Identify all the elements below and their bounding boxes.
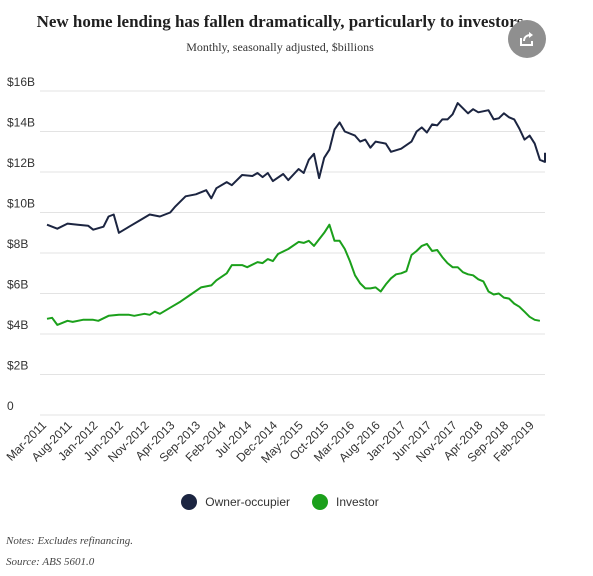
chart-subtitle: Monthly, seasonally adjusted, $billions (186, 40, 374, 54)
y-tick-label: $2B (7, 359, 28, 373)
legend-label-owner-occupier: Owner-occupier (205, 495, 290, 509)
y-tick-label: $16B (7, 75, 35, 89)
legend-item-owner-occupier[interactable]: Owner-occupier (181, 494, 290, 510)
gridlines (40, 90, 545, 416)
legend-dot-investor (312, 494, 328, 510)
chart-title: New home lending has fallen dramatically… (36, 12, 524, 31)
notes-text: Notes: Excludes refinancing. (6, 535, 133, 547)
share-button[interactable] (508, 20, 546, 58)
series-line-investor (46, 223, 541, 326)
legend-label-investor: Investor (336, 495, 379, 509)
share-icon (520, 32, 533, 46)
y-tick-label: $4B (7, 318, 28, 332)
series-line-owner-occupier (46, 102, 546, 234)
y-tick-label: $10B (7, 197, 35, 211)
series-lines (46, 102, 546, 326)
y-axis-ticks: 0 $2B $4B $6B $8B $10B $12B $14B $16B (7, 75, 35, 413)
line-chart: 0 $2B $4B $6B $8B $10B $12B $14B $16B Mar-2011Au… (4, 75, 546, 466)
y-tick-label: $8B (7, 237, 28, 251)
y-tick-label: 0 (7, 399, 14, 413)
legend-dot-owner-occupier (181, 494, 198, 510)
y-tick-label: $6B (7, 278, 28, 292)
y-tick-label: $14B (7, 116, 35, 130)
legend-item-investor[interactable]: Investor (312, 494, 379, 510)
legend: Owner-occupier Investor (0, 494, 560, 510)
x-axis-ticks: Mar-2011Aug-2011Jan-2012Jun-2012Nov-2012… (4, 418, 538, 466)
y-tick-label: $12B (7, 156, 35, 170)
source-text: Source: ABS 5601.0 (6, 556, 95, 568)
